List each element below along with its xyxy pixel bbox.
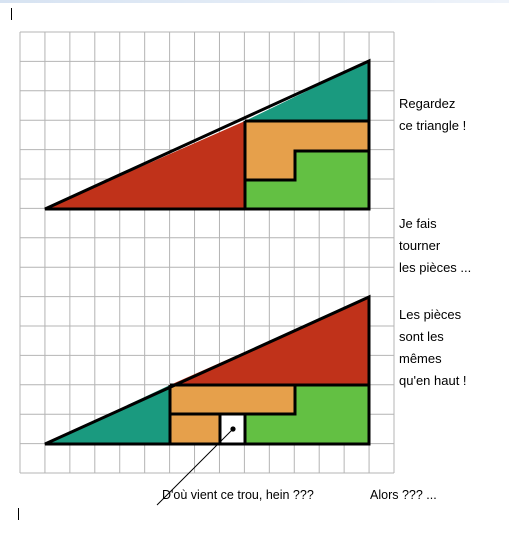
- top-divider: [245, 149, 369, 182]
- caption-line: qu'en haut !: [399, 373, 467, 388]
- caption-line: les pièces ...: [399, 260, 472, 275]
- caption-regardez: Regardez ce triangle !: [399, 93, 466, 137]
- question-text: D'où vient ce trou, hein ???: [162, 488, 314, 502]
- caption-line: mêmes: [399, 351, 442, 366]
- top-triangle-outline: [44, 58, 371, 211]
- pointer-dot: [230, 426, 236, 432]
- pointer-line: [156, 428, 234, 506]
- caption-line: sont les: [399, 329, 444, 344]
- bottom-orange-left-part: [170, 414, 220, 444]
- text-cursor-top: [11, 8, 12, 20]
- caption-line: Regardez: [399, 96, 456, 111]
- bottom-triangle-outline: [44, 294, 371, 446]
- text-cursor-bottom: [18, 508, 19, 520]
- caption-line: ce triangle !: [399, 118, 467, 133]
- window-top-bar: [0, 0, 509, 3]
- caption-line: tourner: [399, 238, 441, 253]
- piece-outlines: [44, 58, 371, 446]
- caption-line: Les pièces: [399, 307, 462, 322]
- caption-tourner: Je fais tourner les pièces ...: [399, 213, 471, 279]
- bottom-divider: [243, 385, 297, 444]
- bottom-green-l-piece: [245, 385, 369, 444]
- caption-pieces: Les pièces sont les mêmes qu'en haut !: [399, 304, 467, 392]
- top-green-l-piece: [245, 151, 369, 209]
- caption-line: Je fais: [399, 216, 437, 231]
- alors-text: Alors ??? ...: [370, 488, 437, 502]
